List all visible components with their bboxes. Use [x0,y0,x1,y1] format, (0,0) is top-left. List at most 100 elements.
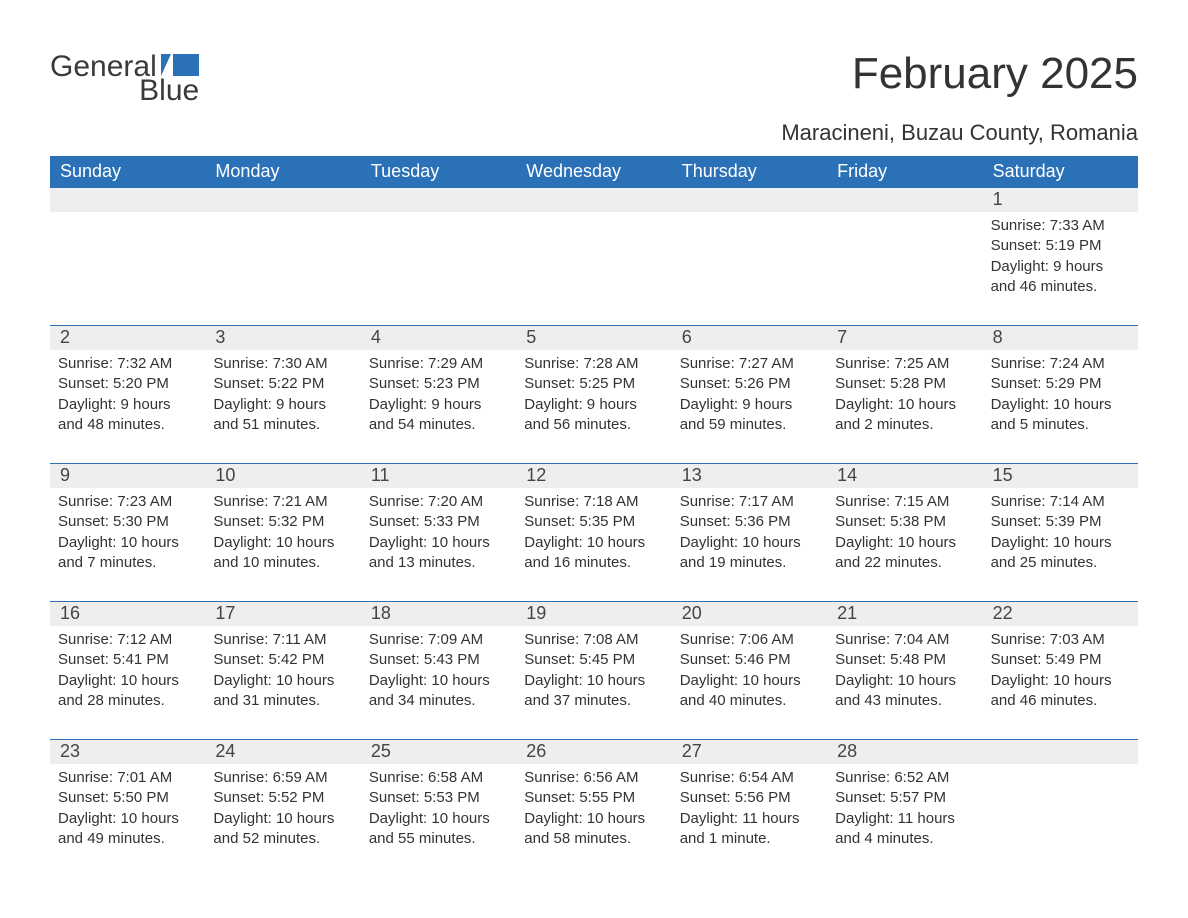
calendar-cell: 7Sunrise: 7:25 AMSunset: 5:28 PMDaylight… [827,326,982,441]
day-number: 28 [827,740,982,764]
empty-day-bar [361,188,516,212]
sunset-line: Sunset: 5:53 PM [369,788,508,808]
sunset-line: Sunset: 5:25 PM [524,374,663,394]
calendar-cell [983,740,1138,855]
daylight-line: Daylight: 10 hours and 13 minutes. [369,533,508,574]
day-number: 24 [205,740,360,764]
calendar-cell: 10Sunrise: 7:21 AMSunset: 5:32 PMDayligh… [205,464,360,579]
week-row: 1Sunrise: 7:33 AMSunset: 5:19 PMDaylight… [50,188,1138,303]
sunrise-line: Sunrise: 7:03 AM [991,630,1130,650]
sunset-line: Sunset: 5:52 PM [213,788,352,808]
empty-day-bar [516,188,671,212]
sunrise-line: Sunrise: 7:27 AM [680,354,819,374]
daylight-line: Daylight: 10 hours and 2 minutes. [835,395,974,436]
daylight-line: Daylight: 10 hours and 10 minutes. [213,533,352,574]
calendar-cell: 6Sunrise: 7:27 AMSunset: 5:26 PMDaylight… [672,326,827,441]
daylight-line: Daylight: 10 hours and 52 minutes. [213,809,352,850]
daylight-line: Daylight: 10 hours and 58 minutes. [524,809,663,850]
calendar-cell [50,188,205,303]
daylight-line: Daylight: 10 hours and 55 minutes. [369,809,508,850]
day-number: 17 [205,602,360,626]
daylight-line: Daylight: 10 hours and 37 minutes. [524,671,663,712]
daylight-line: Daylight: 10 hours and 16 minutes. [524,533,663,574]
empty-day-bar [983,740,1138,764]
sunset-line: Sunset: 5:55 PM [524,788,663,808]
calendar-cell: 20 Sunrise: 7:06 AMSunset: 5:46 PMDayligh… [672,602,827,717]
daylight-line: Daylight: 11 hours and 4 minutes. [835,809,974,850]
sunset-line: Sunset: 5:19 PM [991,236,1130,256]
day-header: Wednesday [516,156,671,188]
sunset-line: Sunset: 5:49 PM [991,650,1130,670]
daylight-line: Daylight: 10 hours and 49 minutes. [58,809,197,850]
daylight-line: Daylight: 9 hours and 56 minutes. [524,395,663,436]
sunrise-line: Sunrise: 6:59 AM [213,768,352,788]
day-number: 21 [827,602,982,626]
title-block: February 2025 [852,50,1138,98]
calendar-cell: 11Sunrise: 7:20 AMSunset: 5:33 PMDayligh… [361,464,516,579]
calendar-cell: 27Sunrise: 6:54 AMSunset: 5:56 PMDayligh… [672,740,827,855]
daylight-line: Daylight: 9 hours and 48 minutes. [58,395,197,436]
day-number: 15 [983,464,1138,488]
daylight-line: Daylight: 9 hours and 46 minutes. [991,257,1130,298]
sunrise-line: Sunrise: 7:08 AM [524,630,663,650]
daylight-line: Daylight: 9 hours and 54 minutes. [369,395,508,436]
sunrise-line: Sunrise: 7:04 AM [835,630,974,650]
day-number: 13 [672,464,827,488]
sunset-line: Sunset: 5:43 PM [369,650,508,670]
day-number: 2 [50,326,205,350]
calendar-cell: 17Sunrise: 7:11 AMSunset: 5:42 PMDayligh… [205,602,360,717]
daylight-line: Daylight: 10 hours and 19 minutes. [680,533,819,574]
sunrise-line: Sunrise: 7:25 AM [835,354,974,374]
daylight-line: Daylight: 10 hours and 40 minutes. [680,671,819,712]
sunset-line: Sunset: 5:56 PM [680,788,819,808]
sunrise-line: Sunrise: 7:32 AM [58,354,197,374]
sunrise-line: Sunrise: 7:01 AM [58,768,197,788]
calendar-cell [516,188,671,303]
day-number: 1 [983,188,1138,212]
day-header: Thursday [672,156,827,188]
sunset-line: Sunset: 5:20 PM [58,374,197,394]
day-header-row: SundayMondayTuesdayWednesdayThursdayFrid… [50,156,1138,188]
week-row: 16Sunrise: 7:12 AMSunset: 5:41 PMDayligh… [50,601,1138,717]
sunrise-line: Sunrise: 7:28 AM [524,354,663,374]
sunset-line: Sunset: 5:46 PM [680,650,819,670]
calendar-cell: 19Sunrise: 7:08 AMSunset: 5:45 PMDayligh… [516,602,671,717]
sunset-line: Sunset: 5:32 PM [213,512,352,532]
sunrise-line: Sunrise: 6:58 AM [369,768,508,788]
calendar-cell: 24 Sunrise: 6:59 AMSunset: 5:52 PMDayligh… [205,740,360,855]
sunset-line: Sunset: 5:23 PM [369,374,508,394]
day-number: 18 [361,602,516,626]
sunrise-line: Sunrise: 7:20 AM [369,492,508,512]
day-number: 6 [672,326,827,350]
calendar-cell [672,188,827,303]
day-header: Monday [205,156,360,188]
day-number: 4 [361,326,516,350]
calendar-cell: 2 Sunrise: 7:32 AMSunset: 5:20 PMDaylight… [50,326,205,441]
day-number: 5 [516,326,671,350]
daylight-line: Daylight: 10 hours and 46 minutes. [991,671,1130,712]
day-header: Sunday [50,156,205,188]
sunrise-line: Sunrise: 7:06 AM [680,630,819,650]
daylight-line: Daylight: 10 hours and 28 minutes. [58,671,197,712]
weeks-container: 1Sunrise: 7:33 AMSunset: 5:19 PMDaylight… [50,188,1138,855]
calendar-cell: 15Sunrise: 7:14 AMSunset: 5:39 PMDayligh… [983,464,1138,579]
sunrise-line: Sunrise: 7:15 AM [835,492,974,512]
daylight-line: Daylight: 10 hours and 31 minutes. [213,671,352,712]
sunset-line: Sunset: 5:57 PM [835,788,974,808]
sunrise-line: Sunrise: 7:21 AM [213,492,352,512]
empty-day-bar [205,188,360,212]
day-number: 27 [672,740,827,764]
calendar-cell: 18Sunrise: 7:09 AMSunset: 5:43 PMDayligh… [361,602,516,717]
calendar-cell: 25Sunrise: 6:58 AMSunset: 5:53 PMDayligh… [361,740,516,855]
day-number: 12 [516,464,671,488]
sunset-line: Sunset: 5:41 PM [58,650,197,670]
sunset-line: Sunset: 5:50 PM [58,788,197,808]
calendar-cell: 26Sunrise: 6:56 AMSunset: 5:55 PMDayligh… [516,740,671,855]
daylight-line: Daylight: 9 hours and 51 minutes. [213,395,352,436]
day-header: Tuesday [361,156,516,188]
month-title: February 2025 [852,50,1138,98]
day-number: 20 [672,602,827,626]
daylight-line: Daylight: 10 hours and 34 minutes. [369,671,508,712]
location-text: Maracineni, Buzau County, Romania [50,120,1138,146]
day-number: 14 [827,464,982,488]
